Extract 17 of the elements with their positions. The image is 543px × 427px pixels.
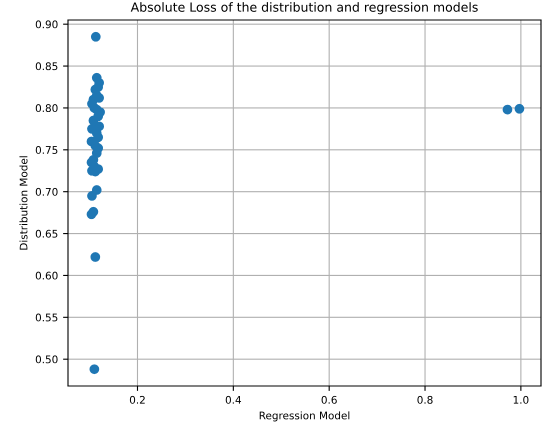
y-tick-label: 0.75	[36, 146, 58, 154]
y-tick-label: 0.65	[36, 230, 58, 238]
y-tick-label: 0.70	[36, 188, 58, 196]
x-tick-label: 0.8	[417, 396, 433, 404]
y-tick-label: 0.50	[36, 355, 58, 364]
x-tick-label: 0.6	[322, 396, 337, 404]
x-tick-label: 0.2	[130, 396, 145, 404]
x-tick-label: 0.4	[226, 396, 242, 404]
y-tick-label: 0.80	[36, 104, 58, 112]
y-axis-title: Distribution Model	[19, 156, 28, 250]
y-tick-label: 0.55	[36, 314, 58, 322]
x-axis-title: Regression Model	[260, 411, 350, 422]
y-tick-label: 0.85	[36, 62, 58, 70]
chart-title: Absolute Loss of the distribution and regression models	[130, 2, 478, 14]
y-tick-label: 0.90	[36, 20, 58, 28]
y-tick-label: 0.60	[36, 272, 58, 280]
x-tick-label: 1.0	[514, 396, 528, 404]
